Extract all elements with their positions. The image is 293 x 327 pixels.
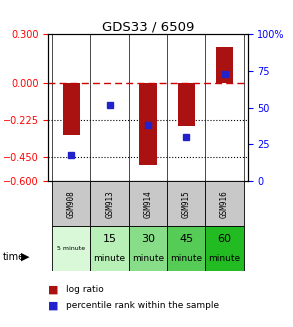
Title: GDS33 / 6509: GDS33 / 6509 (102, 20, 194, 33)
Bar (139, 83, 156, 165)
Text: 15: 15 (103, 234, 117, 244)
Bar (63, 83, 80, 135)
Text: GSM915: GSM915 (182, 190, 191, 217)
Bar (129, 181, 167, 226)
Bar (91, 226, 129, 271)
Bar (91, 181, 129, 226)
Bar (167, 181, 205, 226)
Bar (167, 226, 205, 271)
Text: 60: 60 (218, 234, 231, 244)
Text: ▶: ▶ (21, 252, 30, 262)
Text: 30: 30 (141, 234, 155, 244)
Bar (216, 47, 233, 83)
Text: log ratio: log ratio (66, 285, 104, 294)
Text: minute: minute (132, 254, 164, 263)
Text: 5 minute: 5 minute (57, 246, 85, 251)
Text: ■: ■ (48, 284, 59, 294)
Text: percentile rank within the sample: percentile rank within the sample (66, 301, 219, 310)
Text: GSM913: GSM913 (105, 190, 114, 217)
Bar (205, 181, 244, 226)
Text: minute: minute (93, 254, 126, 263)
Text: GSM916: GSM916 (220, 190, 229, 217)
Text: 45: 45 (179, 234, 193, 244)
Text: GSM914: GSM914 (144, 190, 152, 217)
Text: GSM908: GSM908 (67, 190, 76, 217)
Text: ■: ■ (48, 301, 59, 311)
Bar (205, 226, 244, 271)
Bar (52, 226, 91, 271)
Text: minute: minute (209, 254, 241, 263)
Bar (178, 83, 195, 127)
Bar (52, 181, 91, 226)
Text: minute: minute (170, 254, 202, 263)
Bar (129, 226, 167, 271)
Text: time: time (3, 252, 25, 262)
